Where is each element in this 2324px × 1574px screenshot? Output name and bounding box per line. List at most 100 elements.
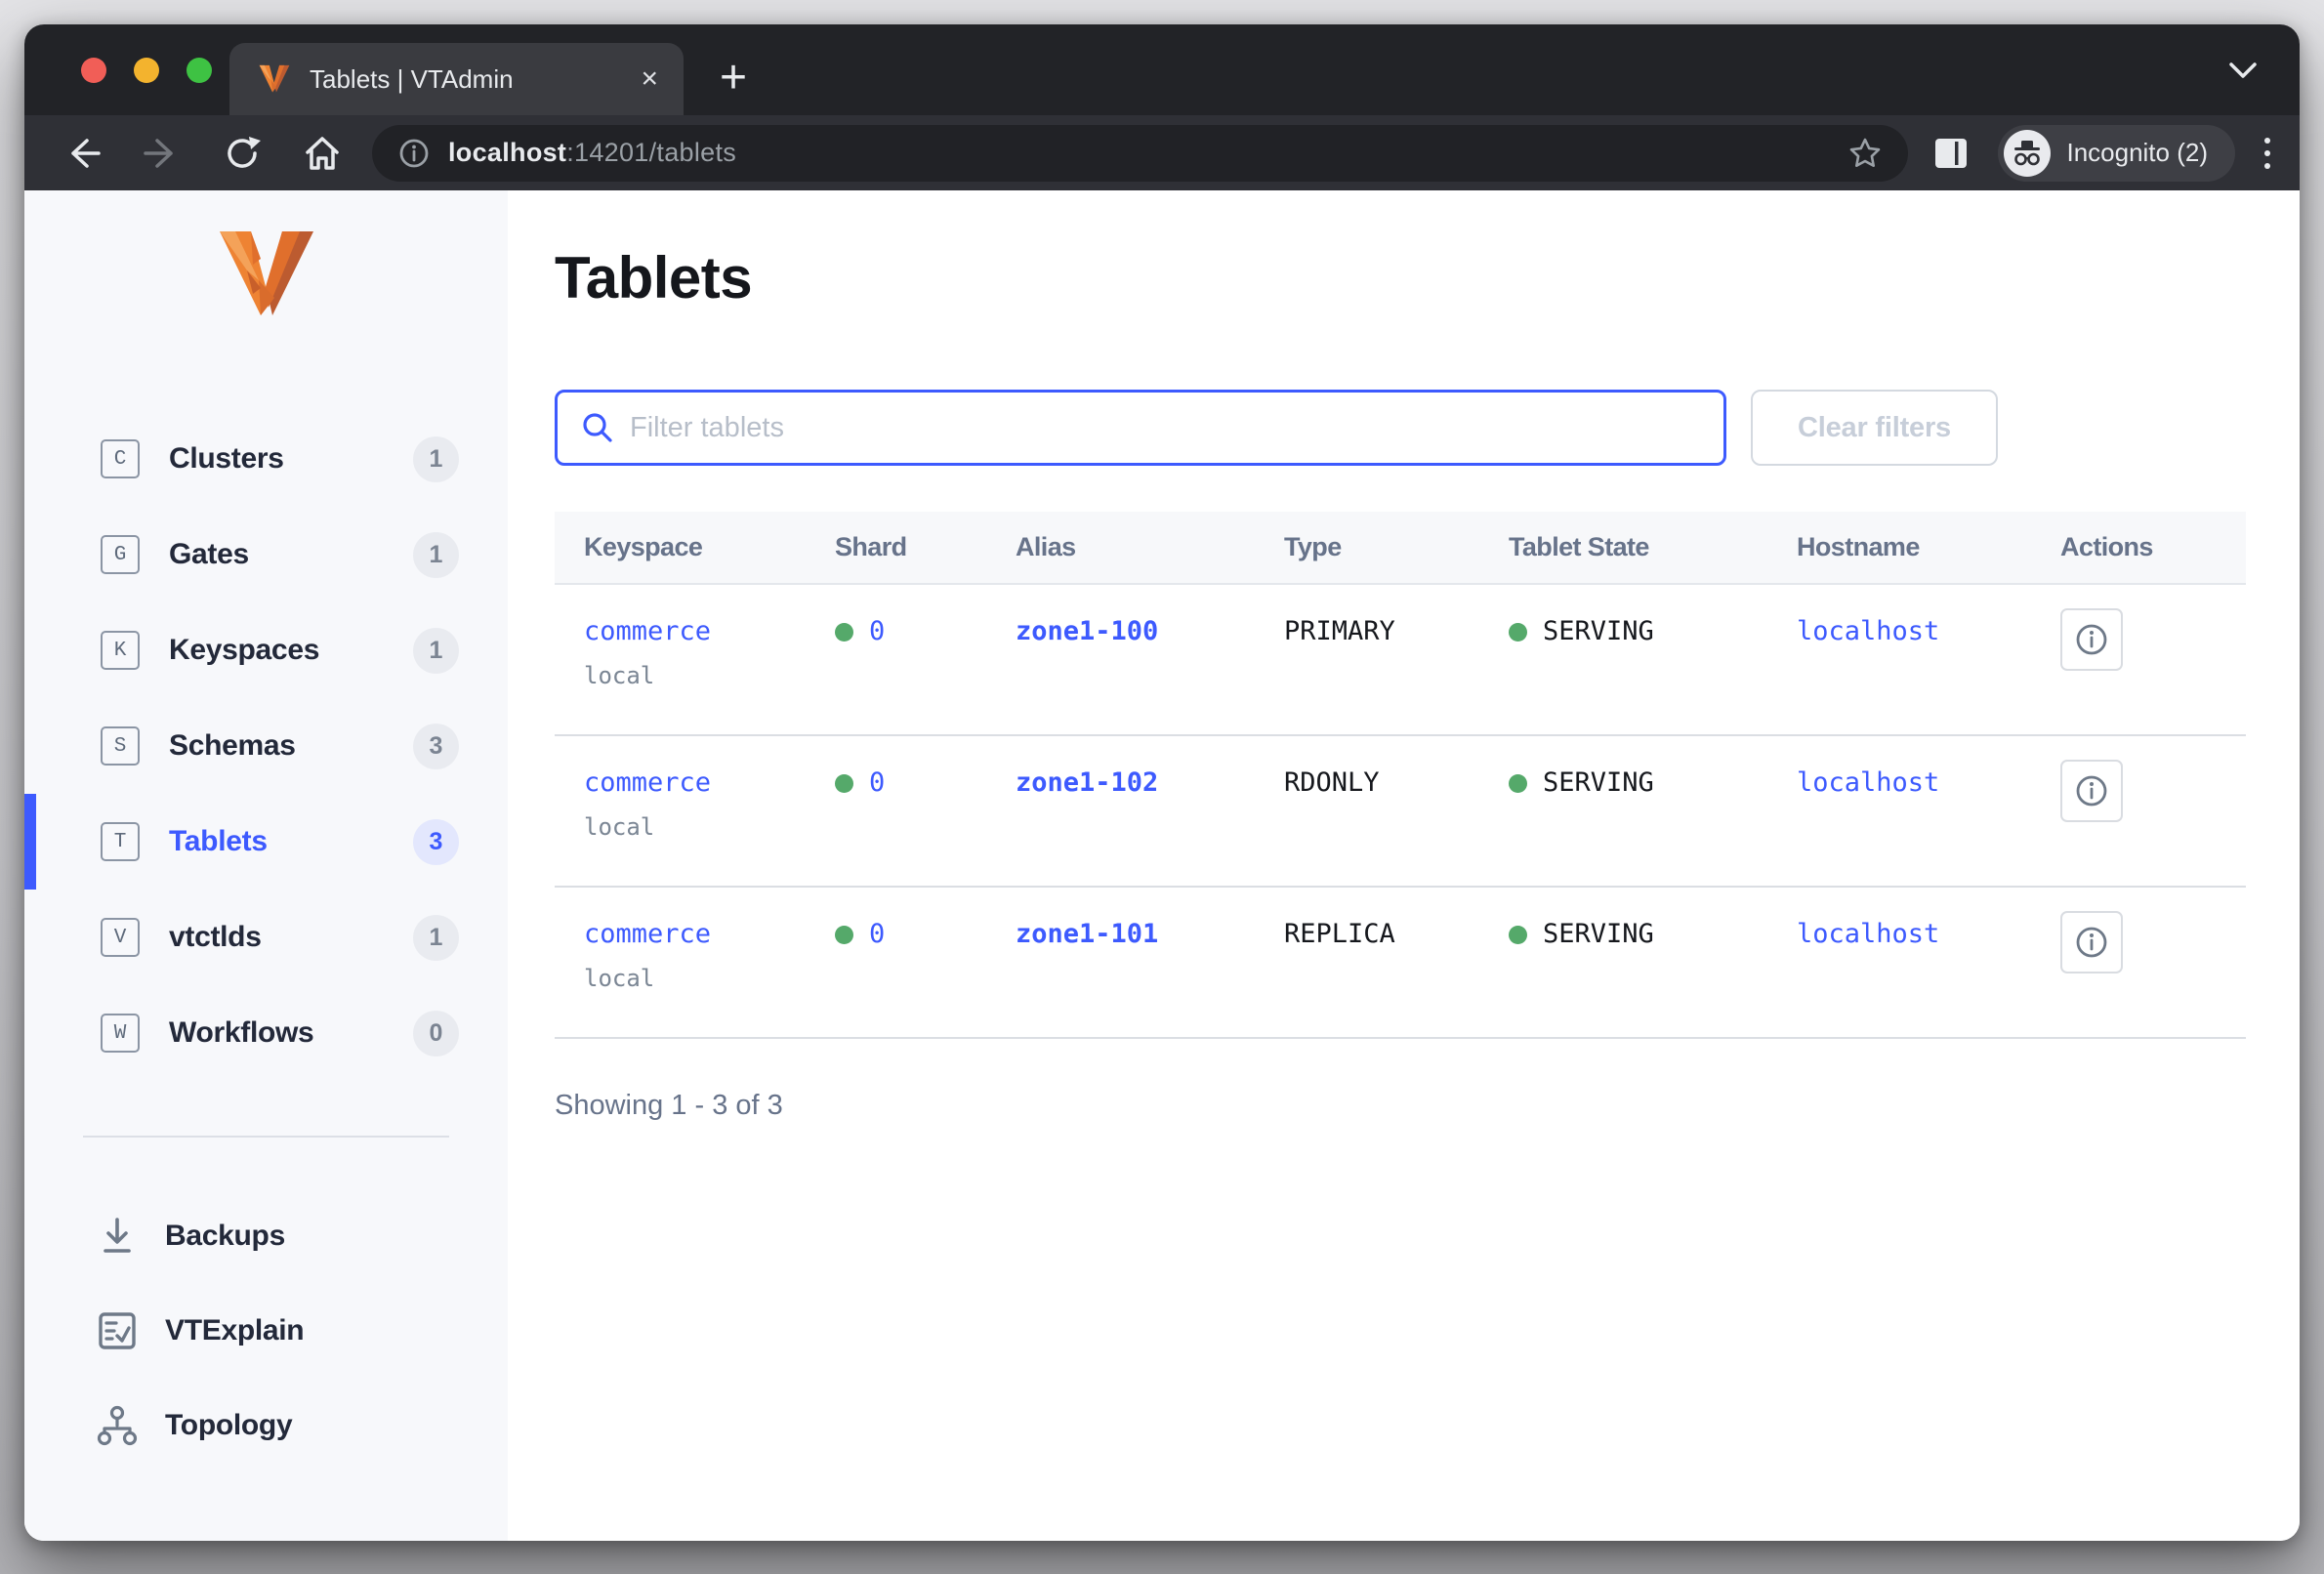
site-info-icon[interactable] [397, 137, 431, 170]
browser-tab[interactable]: Tablets | VTAdmin × [229, 43, 684, 115]
vitess-favicon-icon [259, 64, 290, 94]
schemas-letter-icon: S [101, 726, 140, 766]
shard-link[interactable]: 0 [869, 767, 886, 798]
clusters-letter-icon: C [101, 439, 140, 478]
url-bar[interactable]: localhost:14201/tablets [372, 124, 1909, 182]
column-header-hostname: Hostname [1797, 532, 1920, 561]
workflows-letter-icon: W [101, 1014, 140, 1053]
close-window-button[interactable] [81, 57, 106, 83]
hostname-link[interactable]: localhost [1797, 767, 1940, 798]
tab-title: Tablets | VTAdmin [310, 63, 514, 94]
home-icon[interactable] [300, 131, 345, 176]
cluster-label: local [584, 965, 655, 992]
browser-toolbar: localhost:14201/tablets [24, 115, 2300, 190]
alias-link[interactable]: zone1-101 [1016, 919, 1159, 949]
shard-link[interactable]: 0 [869, 616, 886, 646]
serving-status-dot [1509, 773, 1527, 793]
count-badge: 1 [413, 435, 459, 482]
shard-status-dot [835, 773, 853, 793]
table-header-row: Keyspace Shard Alias Type Tablet State H… [555, 512, 2246, 585]
hostname-link[interactable]: localhost [1797, 616, 1940, 646]
sidebar-item-clusters[interactable]: C Clusters 1 [24, 411, 508, 507]
keyspace-link[interactable]: commerce [584, 616, 712, 646]
back-icon[interactable] [60, 131, 104, 176]
sidebar: C Clusters 1 G Gates 1 K Keyspaces 1 S S… [24, 190, 508, 1541]
url-text: localhost:14201/tablets [448, 138, 736, 168]
tablet-info-button[interactable] [2060, 608, 2123, 671]
alias-link[interactable]: zone1-100 [1016, 616, 1159, 646]
shard-status-dot [835, 925, 853, 944]
reload-icon[interactable] [220, 131, 265, 176]
column-header-shard: Shard [835, 532, 907, 561]
keyspace-cell: commerce local [555, 766, 835, 845]
hostname-cell: localhost [1797, 766, 2060, 801]
vitess-logo[interactable] [218, 229, 315, 319]
tablet-info-button[interactable] [2060, 760, 2123, 822]
sidebar-nav: C Clusters 1 G Gates 1 K Keyspaces 1 S S… [24, 411, 508, 1081]
column-header-tablet-state: Tablet State [1509, 532, 1649, 561]
actions-cell [2060, 608, 2246, 671]
alias-cell: zone1-100 [1016, 614, 1284, 649]
shard-cell: 0 [835, 614, 1016, 649]
sidebar-item-vtctlds[interactable]: V vtctlds 1 [24, 890, 508, 985]
count-badge: 1 [413, 914, 459, 961]
tab-close-icon[interactable]: × [641, 62, 658, 95]
filter-tablets-input[interactable] [630, 411, 1702, 444]
side-panel-icon[interactable] [1933, 137, 1969, 170]
alias-link[interactable]: zone1-102 [1016, 767, 1159, 798]
sidebar-item-tablets[interactable]: T Tablets 3 [24, 794, 508, 890]
keyspace-link[interactable]: commerce [584, 919, 712, 949]
sidebar-item-topology[interactable]: Topology [24, 1378, 508, 1472]
sidebar-item-schemas[interactable]: S Schemas 3 [24, 698, 508, 794]
download-icon [95, 1216, 140, 1257]
new-tab-button[interactable]: + [720, 52, 748, 104]
alias-cell: zone1-101 [1016, 917, 1284, 952]
main-content: Tablets Clear filters Keyspace Shard Ali… [508, 190, 2300, 1541]
table-row: commerce local 0 zone1-100 PRIMARY SERVI… [555, 585, 2246, 736]
serving-status-dot [1509, 925, 1527, 944]
sidebar-item-backups[interactable]: Backups [24, 1188, 508, 1283]
tablet-info-button[interactable] [2060, 911, 2123, 973]
sidebar-item-vtexplain[interactable]: VTExplain [24, 1283, 508, 1378]
topology-icon [95, 1404, 140, 1447]
shard-cell: 0 [835, 917, 1016, 952]
sidebar-item-gates[interactable]: G Gates 1 [24, 507, 508, 602]
type-cell: RDONLY [1284, 767, 1380, 798]
keyspace-cell: commerce local [555, 614, 835, 693]
hostname-cell: localhost [1797, 917, 2060, 952]
cluster-label: local [584, 662, 655, 689]
hostname-link[interactable]: localhost [1797, 919, 1940, 949]
table-row: commerce local 0 zone1-101 REPLICA SERVI… [555, 888, 2246, 1039]
page-title: Tablets [555, 245, 753, 311]
fullscreen-window-button[interactable] [187, 57, 212, 83]
incognito-icon [2004, 129, 2052, 177]
count-badge: 1 [413, 627, 459, 674]
tablets-table: Keyspace Shard Alias Type Tablet State H… [555, 512, 2246, 1039]
actions-cell [2060, 760, 2246, 822]
sidebar-item-keyspaces[interactable]: K Keyspaces 1 [24, 602, 508, 698]
keyspace-link[interactable]: commerce [584, 767, 712, 798]
alias-cell: zone1-102 [1016, 766, 1284, 801]
shard-link[interactable]: 0 [869, 919, 886, 949]
serving-status-dot [1509, 622, 1527, 642]
tablet-state-cell: SERVING [1509, 614, 1797, 649]
incognito-badge[interactable]: Incognito (2) [1998, 124, 2235, 182]
sidebar-item-workflows[interactable]: W Workflows 0 [24, 985, 508, 1081]
clear-filters-button[interactable]: Clear filters [1751, 390, 1998, 466]
count-badge: 0 [413, 1010, 459, 1056]
bookmark-star-icon[interactable] [1847, 136, 1883, 171]
forward-icon[interactable] [140, 131, 185, 176]
browser-window: Tablets | VTAdmin × + [24, 24, 2300, 1541]
browser-menu-icon[interactable] [2264, 137, 2270, 169]
tablets-letter-icon: T [101, 822, 140, 861]
hostname-cell: localhost [1797, 614, 2060, 649]
vtctlds-letter-icon: V [101, 918, 140, 957]
search-icon [579, 409, 616, 446]
gates-letter-icon: G [101, 535, 140, 574]
chevron-down-icon[interactable] [2227, 61, 2259, 80]
count-badge: 1 [413, 531, 459, 578]
document-check-icon [95, 1310, 140, 1351]
column-header-alias: Alias [1016, 532, 1076, 561]
macos-traffic-lights [81, 57, 212, 83]
minimize-window-button[interactable] [134, 57, 159, 83]
